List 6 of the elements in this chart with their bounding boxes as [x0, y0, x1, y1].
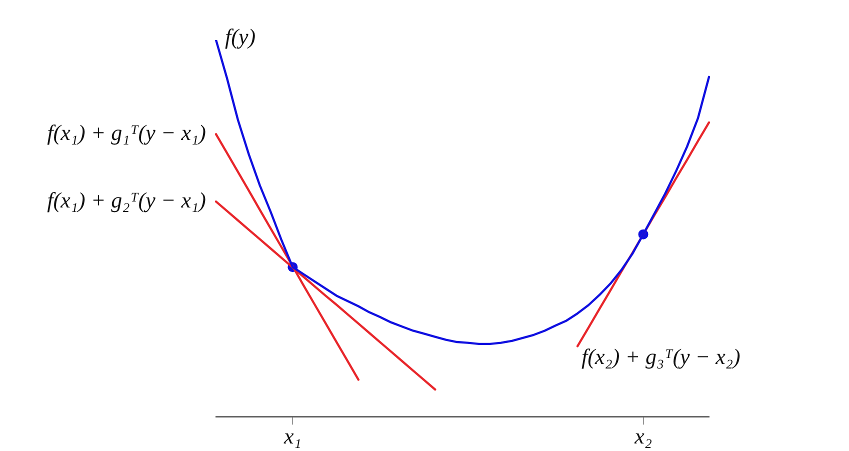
- series-label: f(x₂) + g₃ᵀ(y − x₂): [582, 344, 740, 369]
- x-tick-label: x₁: [282, 424, 302, 449]
- series-label: f(x₁) + g₂ᵀ(y − x₁): [47, 187, 206, 212]
- series-label: f(x₁) + g₁ᵀ(y − x₁): [47, 120, 206, 145]
- x-tick-label: x₂: [634, 424, 652, 449]
- series-label: f(y): [225, 24, 256, 49]
